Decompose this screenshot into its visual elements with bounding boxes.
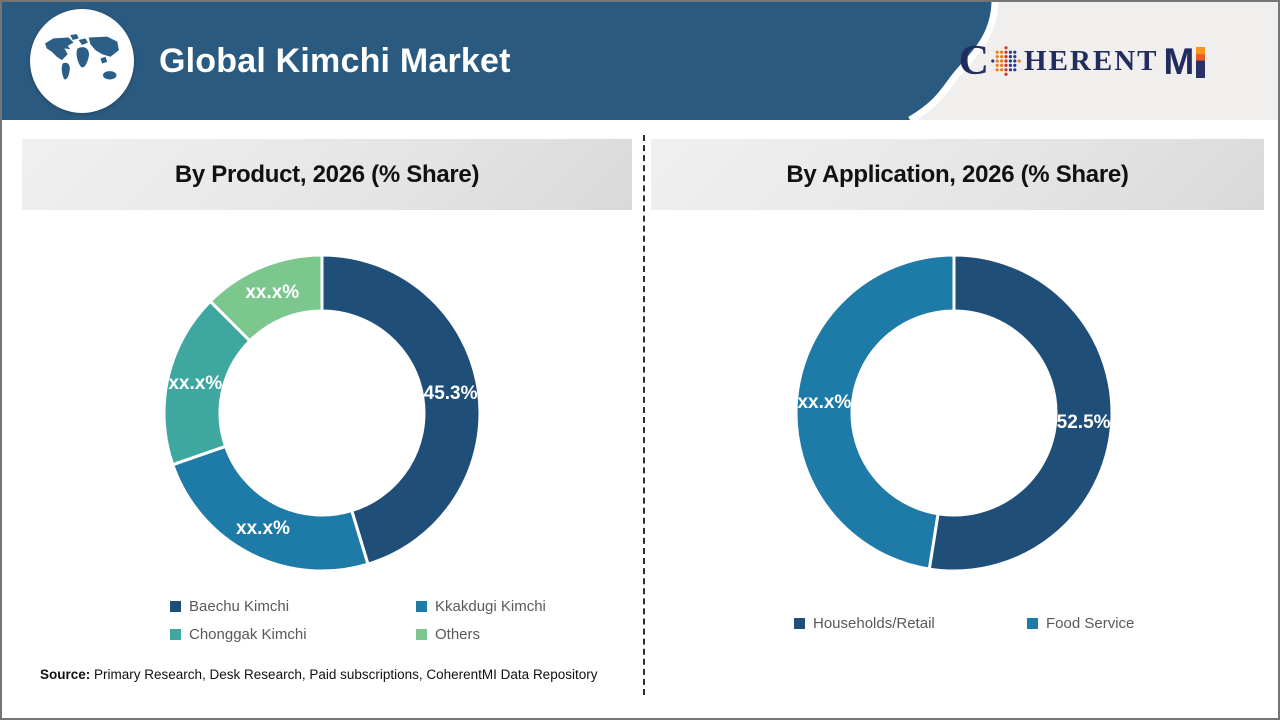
donut-chart-by-application: 52.5% xx.x% bbox=[794, 253, 1114, 573]
donut-segment-kkakdugi-kimchi bbox=[171, 444, 370, 573]
panel-title-by-product: By Product, 2026 (% Share) bbox=[22, 139, 632, 210]
legend-item-others: Others bbox=[416, 626, 546, 643]
legend-item-kkakdugi-kimchi: Kkakdugi Kimchi bbox=[416, 598, 546, 615]
legend-marker bbox=[416, 601, 427, 612]
donut-chart-by-product: 45.3% xx.x% xx.x% xx.x% bbox=[162, 253, 482, 573]
legend-marker bbox=[416, 629, 427, 640]
legend-marker bbox=[1027, 618, 1038, 629]
donut-segment-food-service bbox=[794, 253, 956, 571]
donut-segment-others bbox=[208, 253, 324, 343]
brand-letter-m: M bbox=[1163, 40, 1195, 82]
legend-marker bbox=[170, 629, 181, 640]
donut-value-label: xx.x% bbox=[168, 373, 222, 394]
donut-segment-households-retail bbox=[927, 253, 1114, 573]
brand-letters-herent: HERENT bbox=[1024, 44, 1159, 77]
legend-by-application: Households/Retail Food Service bbox=[794, 615, 1134, 632]
donut-value-label: xx.x% bbox=[236, 518, 290, 539]
legend-marker bbox=[170, 601, 181, 612]
legend-item-chonggak-kimchi: Chonggak Kimchi bbox=[170, 626, 416, 643]
coherentmi-logo: C HERENT M bbox=[902, 2, 1262, 120]
donut-value-label: 52.5% bbox=[1057, 412, 1111, 433]
legend-item-baechu-kimchi: Baechu Kimchi bbox=[170, 598, 416, 615]
legend-label: Chonggak Kimchi bbox=[189, 626, 307, 643]
donut-segment-baechu-kimchi bbox=[320, 253, 482, 566]
legend-label: Others bbox=[435, 626, 481, 643]
brand-letter-c: C bbox=[958, 38, 990, 84]
donut-value-label: xx.x% bbox=[797, 392, 851, 413]
donut-value-label: xx.x% bbox=[245, 282, 299, 303]
header-curve-shape bbox=[908, 2, 1278, 120]
world-map-icon bbox=[30, 9, 134, 113]
panel-divider bbox=[643, 135, 645, 695]
source-line: Source: Primary Research, Desk Research,… bbox=[40, 667, 597, 682]
brand-globe-icon bbox=[991, 46, 1021, 76]
header-band: Global Kimchi Market C HERENT M bbox=[2, 2, 1278, 120]
legend-label: Kkakdugi Kimchi bbox=[435, 598, 546, 615]
source-label: Source: bbox=[40, 667, 91, 682]
legend-marker bbox=[794, 618, 805, 629]
legend-label: Food Service bbox=[1046, 615, 1135, 632]
legend-label: Baechu Kimchi bbox=[189, 598, 290, 615]
brand-letter-i-bar bbox=[1196, 46, 1206, 78]
legend-item-households-retail: Households/Retail bbox=[794, 615, 1027, 632]
source-text: Primary Research, Desk Research, Paid su… bbox=[90, 667, 598, 682]
page-title: Global Kimchi Market bbox=[159, 41, 511, 80]
legend-label: Households/Retail bbox=[813, 615, 935, 632]
panel-title-by-application: By Application, 2026 (% Share) bbox=[651, 139, 1264, 210]
donut-value-label: 45.3% bbox=[424, 383, 478, 404]
legend-item-food-service: Food Service bbox=[1027, 615, 1134, 632]
legend-by-product: Baechu Kimchi Kkakdugi Kimchi Chonggak Kim… bbox=[170, 598, 546, 643]
